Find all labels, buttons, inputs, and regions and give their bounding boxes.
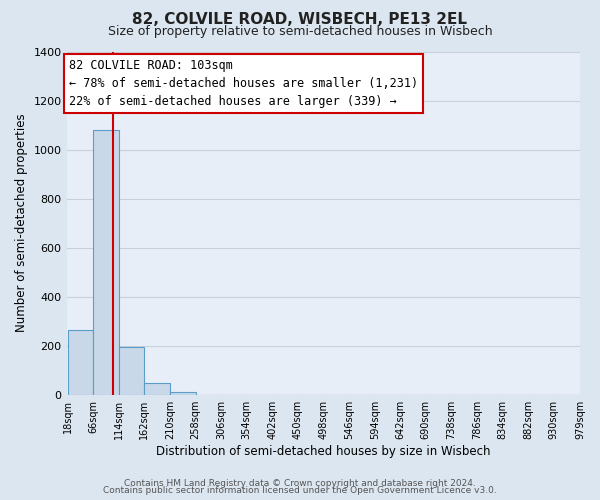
Text: Contains public sector information licensed under the Open Government Licence v3: Contains public sector information licen…: [103, 486, 497, 495]
Y-axis label: Number of semi-detached properties: Number of semi-detached properties: [15, 114, 28, 332]
Bar: [145, 383, 170, 394]
Text: Size of property relative to semi-detached houses in Wisbech: Size of property relative to semi-detach…: [107, 25, 493, 38]
X-axis label: Distribution of semi-detached houses by size in Wisbech: Distribution of semi-detached houses by …: [156, 444, 491, 458]
Bar: [93, 130, 119, 394]
Text: 82 COLVILE ROAD: 103sqm
← 78% of semi-detached houses are smaller (1,231)
22% of: 82 COLVILE ROAD: 103sqm ← 78% of semi-de…: [68, 59, 418, 108]
Bar: [68, 330, 93, 394]
Text: 82, COLVILE ROAD, WISBECH, PE13 2EL: 82, COLVILE ROAD, WISBECH, PE13 2EL: [133, 12, 467, 28]
Text: Contains HM Land Registry data © Crown copyright and database right 2024.: Contains HM Land Registry data © Crown c…: [124, 478, 476, 488]
Bar: [170, 392, 196, 394]
Bar: [119, 347, 145, 395]
